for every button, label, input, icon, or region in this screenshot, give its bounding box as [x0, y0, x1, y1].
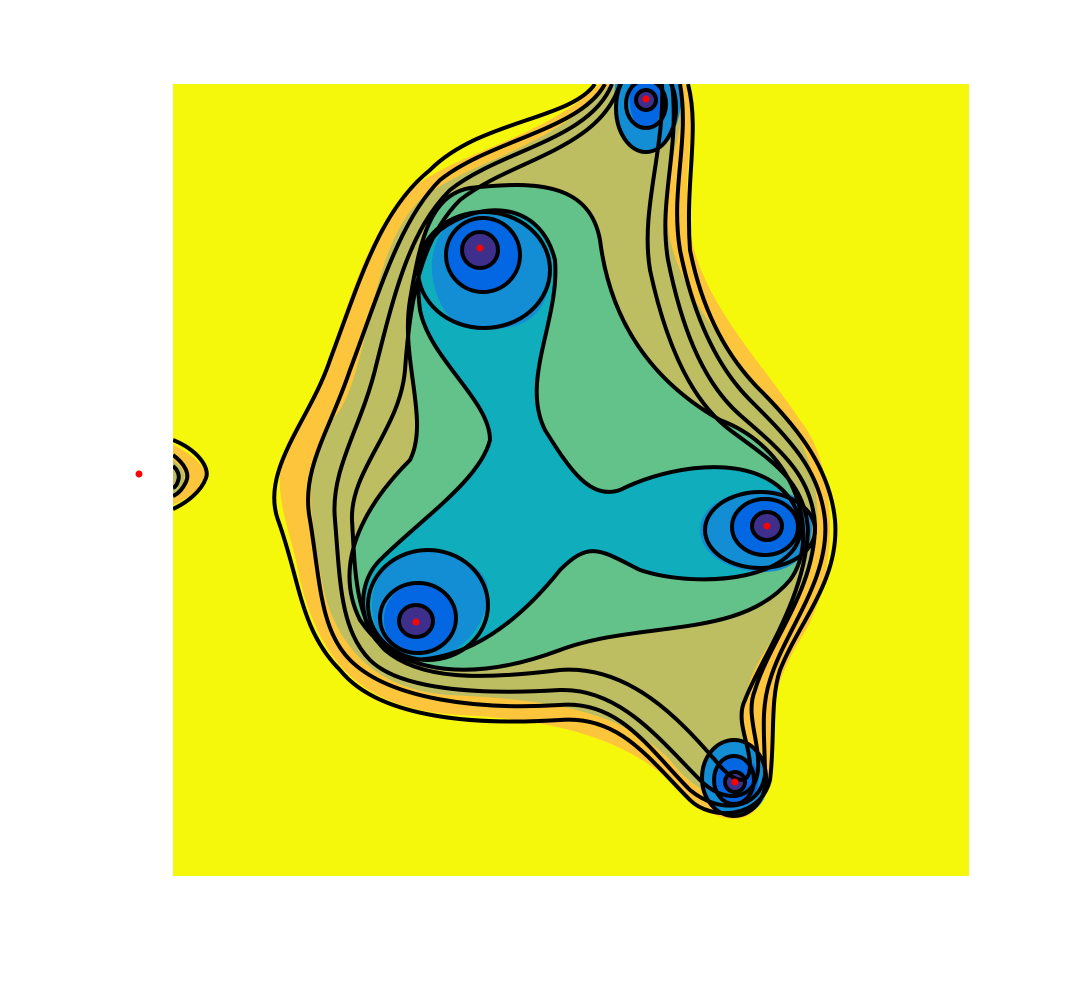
- contour-ring-p1-c: [634, 88, 658, 112]
- contour-ring-p4-b: [378, 581, 458, 655]
- contour-ring-p2-c: [460, 230, 500, 270]
- contour-ring-p5-b: [712, 754, 756, 806]
- contour-ring-p2-a: [416, 210, 552, 330]
- contour-ring-p2-b: [444, 216, 522, 294]
- contour-line-inner-tri: [361, 208, 803, 662]
- contour-line-outer-1: [272, 84, 838, 815]
- data-point-p3: [763, 522, 771, 530]
- contour-ring-p5-a: [700, 738, 768, 818]
- contour-ring-p3-b: [730, 497, 800, 557]
- contour-ring-p3-a: [703, 490, 817, 570]
- data-point-p4: [412, 618, 420, 626]
- data-point-p6: [135, 470, 143, 478]
- data-point-p5: [731, 778, 739, 786]
- contour-lines: [173, 84, 838, 818]
- contour-ring-p4-a: [366, 548, 490, 662]
- contour-line-mid-2: [347, 183, 806, 672]
- contour-line-left-lobe-1: [173, 438, 209, 511]
- contour-line-outer-3: [332, 84, 817, 798]
- contour-ring-p3-c: [750, 510, 784, 542]
- contour-ring-p5-c: [723, 770, 747, 794]
- contour-line-left-lobe-3: [173, 464, 181, 490]
- contour-ring-p1-a: [614, 84, 678, 154]
- data-point-p1: [642, 95, 650, 103]
- contour-line-outer-2: [306, 84, 828, 808]
- data-point-p2: [476, 244, 484, 252]
- contour-line-left-lobe-2: [173, 453, 190, 498]
- contour-ring-p4-c: [397, 603, 435, 639]
- data-points: [135, 95, 771, 786]
- contour-ring-p1-b: [624, 84, 668, 130]
